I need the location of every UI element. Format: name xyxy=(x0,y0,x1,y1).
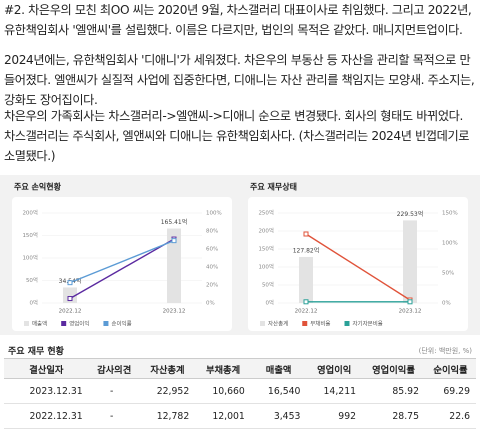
value-label: 165.41억 xyxy=(161,218,188,226)
y2-tick-label: 150% xyxy=(442,211,458,217)
paragraph: #2. 차은우의 모친 최OO 씨는 2020년 9월, 차스갤러리 대표이사로… xyxy=(4,3,472,37)
legend-label: 영업이익 xyxy=(69,320,89,328)
y-tick-label: 100억 xyxy=(22,254,38,262)
y-tick-label: 50억 xyxy=(262,281,274,289)
y2-tick-label: 0% xyxy=(442,301,451,307)
marker xyxy=(407,299,413,305)
x-tick-label: 2023.12 xyxy=(163,309,186,315)
y-tick-label: 250억 xyxy=(258,209,274,217)
marker xyxy=(303,231,309,237)
row: 2023.12.31-22,952 10,660 16,540 14,211 85.92… xyxy=(4,378,476,404)
header-cell: 결산일자 xyxy=(4,358,89,379)
charts: 주요 손익현황 0억 50억 100억 150억 200억 0% 20% 40% 60% 80% 10… xyxy=(12,182,468,331)
cell: - xyxy=(88,403,140,429)
legend-swatch xyxy=(61,321,67,326)
cell: 28.75 xyxy=(362,403,426,429)
y-tick-label: 150억 xyxy=(258,245,274,253)
cell: 16,540 xyxy=(250,378,307,404)
y-tick-label: 0억 xyxy=(29,299,38,307)
y2-tick-label: 50% xyxy=(442,271,454,277)
legend-label: 자기자본비율 xyxy=(353,320,383,328)
y-tick-label: 50억 xyxy=(26,276,38,284)
cell: 22,952 xyxy=(139,378,196,404)
legend-swatch xyxy=(260,321,265,326)
y-tick-label: 150억 xyxy=(22,231,38,239)
legend-label: 순이익률 xyxy=(111,320,131,328)
bar xyxy=(167,228,181,303)
y-tick-label: 200억 xyxy=(22,209,38,217)
header-cell: 자산총계 xyxy=(139,358,196,379)
legend-label: 자산총계 xyxy=(268,320,288,328)
chart-title: 주요 재무상태 xyxy=(250,182,297,192)
chart-box xyxy=(248,197,468,331)
y2-tick-label: 40% xyxy=(206,265,218,271)
legend-label: 부채비율 xyxy=(310,320,330,328)
paragraph: 차은우의 가족회사는 차스갤러리->엘앤씨->디애니 순으로 변경됐다. 회사의… xyxy=(4,109,470,163)
bar xyxy=(403,220,417,303)
table-unit: (단위: 백만원, %) xyxy=(418,347,472,355)
bar xyxy=(63,287,77,303)
legend-swatch xyxy=(344,321,350,326)
line xyxy=(69,239,175,284)
header-row: 결산일자 감사의견 자산총계 부채총계 매출액 영업이익 영업이익률 순이익률 xyxy=(4,358,476,379)
paragraph: 2024년에는, 유한책임회사 '디애니'가 세워졌다. 차은우의 부동산 등 … xyxy=(4,53,475,107)
header-cell: 영업이익률 xyxy=(362,358,426,379)
chart-box xyxy=(12,197,232,331)
y-tick-label: 200억 xyxy=(258,227,274,235)
line xyxy=(305,233,411,301)
table-title: 주요 재무 현황 xyxy=(8,347,64,357)
cell: 992 xyxy=(306,403,363,429)
legend-label: 매출액 xyxy=(32,320,47,328)
y-tick-label: 100억 xyxy=(258,263,274,271)
line xyxy=(69,238,175,300)
value-label: 229.53억 xyxy=(397,210,424,218)
header-cell: 매출액 xyxy=(250,358,307,379)
x-tick-label: 2022.12 xyxy=(295,309,318,315)
y2-tick-label: 100% xyxy=(206,211,222,217)
header-cell: 부채총계 xyxy=(195,358,251,379)
cell: 85.92 xyxy=(362,378,426,404)
y2-tick-label: 100% xyxy=(442,241,458,247)
y2-tick-label: 20% xyxy=(206,283,218,289)
cell: - xyxy=(88,378,140,404)
value-label: 127.82억 xyxy=(293,246,320,254)
cell: 3,453 xyxy=(250,403,307,429)
cell: 69.29 xyxy=(425,378,476,404)
chart-title: 주요 손익현황 xyxy=(14,182,62,192)
cell: 14,211 xyxy=(306,378,363,404)
header-cell: 순이익률 xyxy=(425,358,476,379)
cell: 10,660 xyxy=(195,378,251,404)
bar xyxy=(299,256,313,303)
legend-swatch xyxy=(24,321,29,326)
x-tick-label: 2022.12 xyxy=(59,309,82,315)
header-cell: 감사의견 xyxy=(88,358,140,379)
y2-tick-label: 0% xyxy=(206,301,215,307)
y-tick-label: 0억 xyxy=(265,299,274,307)
marker xyxy=(303,299,309,305)
cell: 22.6 xyxy=(425,403,476,429)
legend-swatch xyxy=(103,321,109,326)
marker xyxy=(67,280,73,286)
x-tick-label: 2023.12 xyxy=(399,309,422,315)
marker xyxy=(67,296,73,302)
legend-swatch xyxy=(302,321,308,326)
row: 2022.12.31-12,782 12,001 3,453 992 28.75 22.6 xyxy=(4,403,476,429)
cell: 12,001 xyxy=(195,403,251,429)
y2-tick-label: 80% xyxy=(206,229,218,235)
cell: 2023.12.31 xyxy=(4,378,89,404)
financial-table: 결산일자 감사의견 자산총계 부채총계 매출액 영업이익 영업이익률 순이익률 2023.12.… xyxy=(4,358,476,429)
cell: 2022.12.31 xyxy=(4,403,89,429)
cell: 12,782 xyxy=(139,403,196,429)
header-cell: 영업이익 xyxy=(306,358,363,379)
marker xyxy=(171,238,177,244)
y2-tick-label: 60% xyxy=(206,247,218,253)
